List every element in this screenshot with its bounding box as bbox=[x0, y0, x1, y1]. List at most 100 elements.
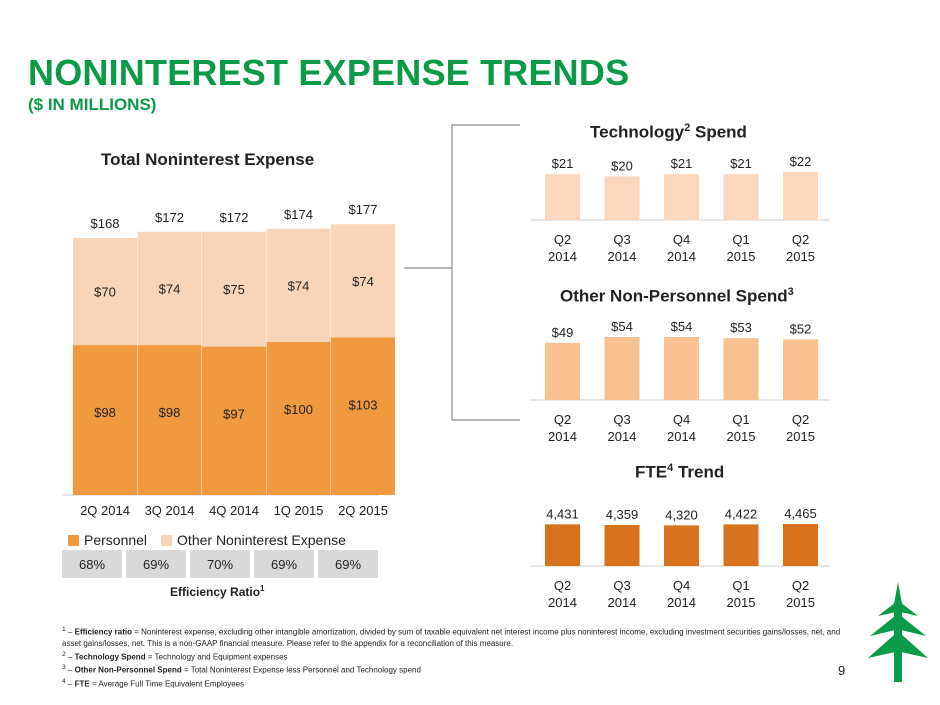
bar-personnel bbox=[331, 337, 395, 495]
data-label: $53 bbox=[730, 320, 752, 335]
page-subtitle: ($ IN MILLIONS) bbox=[28, 95, 157, 114]
data-label: 4,359 bbox=[606, 507, 639, 522]
legend-item-personnel: Personnel bbox=[68, 532, 147, 548]
x-tick-label-quarter: Q2 bbox=[554, 412, 571, 427]
efficiency-ratio-value: 69% bbox=[126, 550, 186, 578]
bar bbox=[723, 174, 759, 220]
bar bbox=[783, 524, 818, 566]
data-label-total: $174 bbox=[284, 207, 313, 222]
bar bbox=[783, 339, 818, 400]
x-tick-label-year: 2014 bbox=[667, 429, 696, 444]
bar-other-expense bbox=[137, 231, 202, 346]
bar-personnel bbox=[202, 346, 266, 495]
page-title: NONINTEREST EXPENSE TRENDS bbox=[28, 52, 630, 93]
bar bbox=[604, 176, 640, 220]
data-label: $52 bbox=[790, 321, 812, 336]
efficiency-ratio-row: 68% 69% 70% 69% 69% bbox=[62, 550, 378, 578]
x-tick-label-quarter: Q2 bbox=[554, 578, 571, 593]
x-tick-label-quarter: Q3 bbox=[613, 578, 630, 593]
main-chart-legend: Personnel Other Noninterest Expense bbox=[68, 532, 346, 548]
data-label: 4,320 bbox=[665, 507, 698, 522]
data-label: 4,465 bbox=[784, 506, 817, 521]
x-tick-label-year: 2014 bbox=[608, 595, 637, 610]
bar-other-expense bbox=[73, 237, 137, 346]
bar-other-expense bbox=[266, 228, 331, 342]
legend-swatch-personnel bbox=[68, 534, 79, 546]
data-label: 4,422 bbox=[725, 506, 758, 521]
x-tick-label-year: 2015 bbox=[727, 429, 756, 444]
tree-logo-icon bbox=[868, 582, 928, 682]
footnote-3: 3 – Other Non-Personnel Spend = Total No… bbox=[62, 664, 421, 675]
x-tick-label: 4Q 2014 bbox=[209, 503, 259, 518]
data-label-personnel: $97 bbox=[223, 407, 245, 422]
data-label-other: $74 bbox=[288, 278, 310, 293]
x-tick-label-quarter: Q4 bbox=[673, 232, 690, 247]
x-tick-label-year: 2015 bbox=[786, 595, 815, 610]
efficiency-ratio-value: 69% bbox=[254, 550, 314, 578]
fte-chart-title: FTE4 Trend bbox=[635, 462, 725, 482]
efficiency-ratio-value: 69% bbox=[318, 550, 378, 578]
x-tick-label: 2Q 2014 bbox=[80, 503, 130, 518]
x-tick-label-year: 2014 bbox=[608, 429, 637, 444]
x-tick-label-year: 2015 bbox=[786, 249, 815, 264]
x-tick-label-quarter: Q1 bbox=[732, 412, 749, 427]
bar-other-expense bbox=[331, 224, 395, 338]
x-tick-label-quarter: Q2 bbox=[792, 412, 809, 427]
data-label-other: $74 bbox=[352, 274, 374, 289]
x-tick-label-year: 2014 bbox=[608, 249, 637, 264]
x-tick-label-year: 2015 bbox=[727, 249, 756, 264]
bar bbox=[545, 342, 580, 400]
x-tick-label-quarter: Q4 bbox=[673, 578, 690, 593]
x-tick-label: 2Q 2015 bbox=[338, 503, 388, 518]
data-label-personnel: $103 bbox=[349, 397, 378, 412]
x-tick-label-quarter: Q2 bbox=[554, 232, 571, 247]
bar bbox=[604, 524, 640, 566]
footnote-2: 2 – Technology Spend = Technology and Eq… bbox=[62, 650, 288, 662]
other-nonpersonnel-chart-title: Other Non-Personnel Spend3 bbox=[560, 286, 794, 306]
x-tick-label-year: 2014 bbox=[667, 249, 696, 264]
total-expense-chart-title: Total Noninterest Expense bbox=[101, 150, 315, 169]
x-tick-label-quarter: Q1 bbox=[732, 578, 749, 593]
bar bbox=[723, 524, 759, 566]
data-label: $49 bbox=[552, 325, 574, 340]
legend-item-other: Other Noninterest Expense bbox=[161, 532, 346, 548]
data-label-personnel: $100 bbox=[284, 402, 313, 417]
data-label-personnel: $98 bbox=[159, 405, 181, 420]
data-label-other: $75 bbox=[223, 282, 245, 297]
page-number: 9 bbox=[838, 663, 846, 678]
x-tick-label: 1Q 2015 bbox=[274, 503, 324, 518]
x-tick-label-quarter: Q3 bbox=[613, 232, 630, 247]
bar bbox=[545, 174, 580, 220]
data-label-personnel: $98 bbox=[94, 405, 116, 420]
bar bbox=[664, 525, 699, 566]
data-label-total: $172 bbox=[155, 210, 184, 225]
efficiency-ratio-value: 70% bbox=[190, 550, 250, 578]
legend-label-other: Other Noninterest Expense bbox=[177, 532, 346, 548]
data-label: $21 bbox=[671, 156, 693, 171]
data-label-total: $168 bbox=[91, 216, 120, 231]
x-tick-label-year: 2014 bbox=[548, 249, 577, 264]
data-label: $54 bbox=[671, 319, 693, 334]
x-tick-label-quarter: Q3 bbox=[613, 412, 630, 427]
x-tick-label-quarter: Q4 bbox=[673, 412, 690, 427]
x-tick-label-year: 2014 bbox=[548, 595, 577, 610]
bar bbox=[664, 174, 699, 220]
data-label-other: $70 bbox=[94, 285, 116, 300]
footnotes: 1 – Efficiency ratio = Noninterest expen… bbox=[62, 624, 842, 690]
bar-personnel bbox=[137, 345, 202, 495]
technology-chart-title: Technology2 Spend bbox=[590, 122, 747, 142]
efficiency-ratio-label: Efficiency Ratio1 bbox=[170, 584, 265, 599]
data-label: $21 bbox=[552, 156, 574, 171]
bar bbox=[723, 338, 759, 400]
x-tick-label-year: 2014 bbox=[667, 595, 696, 610]
data-label-total: $172 bbox=[220, 210, 249, 225]
legend-swatch-other bbox=[161, 534, 173, 546]
bar bbox=[604, 337, 640, 400]
legend-label-personnel: Personnel bbox=[84, 532, 148, 548]
bar-other-expense bbox=[202, 231, 266, 347]
x-tick-label: 3Q 2014 bbox=[145, 503, 195, 518]
